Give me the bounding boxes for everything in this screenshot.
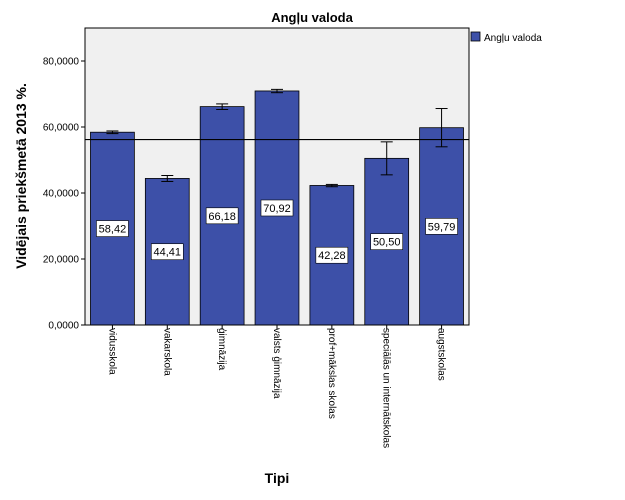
y-axis-title: Vidējais priekšmetā 2013 %. [13, 83, 29, 269]
value-label: 70,92 [263, 203, 291, 215]
x-tick-label: valsts ģimnāzija [271, 328, 284, 399]
legend-entry: Angļu valoda [484, 33, 542, 44]
value-label: 42,28 [318, 250, 346, 262]
x-tick-label: prof+mākslas skolas [326, 328, 337, 419]
x-tick-label: ģimnāzija [216, 328, 229, 371]
y-tick-label: 20,0000 [43, 255, 80, 266]
value-label-box [205, 207, 239, 225]
legend-swatch [470, 31, 481, 42]
plot-frame [84, 27, 470, 326]
value-label-box [150, 243, 184, 261]
y-tick-label: 60,0000 [43, 123, 80, 134]
y-tick-label: 80,0000 [43, 57, 80, 68]
y-tick-label: 40,0000 [43, 189, 80, 200]
value-label: 50,50 [373, 237, 401, 249]
y-tick-label: 0,0000 [48, 321, 79, 332]
value-label-box [370, 233, 404, 250]
value-label: 58,42 [99, 224, 127, 236]
x-axis-title: Tipi [265, 470, 290, 486]
x-axis: vidusskola vakarskola ģimnāzija valsts ģimn… [106, 325, 447, 448]
value-label-box [96, 220, 129, 237]
value-label: 59,79 [428, 221, 456, 233]
chart-title: Angļu valoda [271, 10, 353, 25]
value-label: 66,18 [208, 211, 236, 223]
legend: Angļu valoda [470, 31, 542, 44]
x-tick-label: augstskolas [436, 328, 447, 381]
x-tick-label: vidusskola [106, 328, 117, 375]
x-tick-label: speciālās un internātskolas [381, 328, 392, 448]
value-label-box [260, 199, 294, 217]
value-label-box [425, 218, 458, 235]
value-label: 44,41 [154, 247, 182, 259]
value-label-box [315, 246, 349, 264]
y-axis: 0,0000 20,0000 40,0000 60,0000 80,0000 [43, 57, 85, 332]
x-tick-label: vakarskola [161, 328, 172, 376]
value-labels-group: 58,42 44,41 66,18 70,92 42,28 50,50 59,79 [96, 199, 458, 264]
error-bars-group [106, 88, 448, 188]
